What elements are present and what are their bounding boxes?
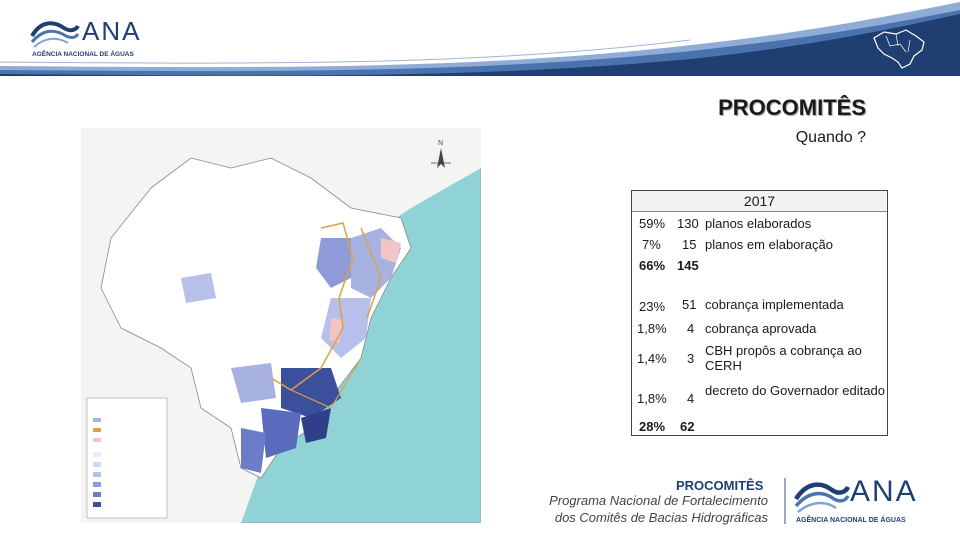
water-waves-icon (794, 482, 851, 513)
ana-logo-bottom: ANA AGÊNCIA NACIONAL DE ÁGUAS (794, 473, 944, 533)
row-pct: 1,8% (637, 321, 667, 336)
row-pct: 59% (639, 216, 666, 231)
statistics-panel: 2017 59% 130 planos elaborados 7% 15 pla… (631, 190, 888, 436)
row-num: 4 (687, 391, 695, 406)
row-pct: 1,8% (637, 391, 667, 406)
row-num: 130 (677, 216, 699, 231)
footer-divider (784, 478, 786, 524)
logo-text: ANA (82, 16, 142, 46)
map-legend (86, 397, 168, 519)
footer-line-1: Programa Nacional de Fortalecimento (549, 493, 768, 508)
svg-text:N: N (438, 140, 443, 147)
row-num-total: 62 (680, 419, 695, 434)
row-num: 4 (687, 321, 695, 336)
row-num: 51 (682, 297, 697, 312)
logo-text: ANA (850, 475, 918, 508)
ana-logo-top: ANA AGÊNCIA NACIONAL DE ÁGUAS (30, 14, 160, 62)
row-pct: 7% (642, 237, 661, 252)
panel-year: 2017 (743, 193, 776, 209)
water-waves-icon (30, 21, 80, 48)
row-desc: CBH propôs a cobrança ao CERH (705, 343, 862, 373)
row-desc: planos elaborados (705, 216, 812, 231)
header-decoration (0, 2, 960, 76)
brazil-map-icon (873, 29, 925, 69)
row-desc: cobrança implementada (705, 297, 844, 312)
row-num-total: 145 (677, 258, 699, 273)
row-num: 3 (687, 351, 695, 366)
logo-subtitle: AGÊNCIA NACIONAL DE ÁGUAS (796, 517, 906, 524)
north-arrow-icon: N (431, 140, 451, 168)
page-subtitle: Quando ? (795, 129, 866, 146)
row-pct: 1,4% (637, 351, 667, 366)
panel-header: 2017 (632, 191, 887, 212)
brazil-committees-map: N (81, 128, 481, 523)
page-title: PROCOMITÊS (718, 95, 866, 120)
row-pct-total: 28% (639, 419, 666, 434)
row-desc: cobrança aprovada (705, 321, 817, 336)
row-desc: planos em elaboração (705, 237, 833, 252)
row-desc: decreto do Governador editado (705, 383, 885, 398)
row-num: 15 (682, 237, 697, 252)
logo-subtitle: AGÊNCIA NACIONAL DE ÁGUAS (32, 51, 134, 58)
row-pct-total: 66% (639, 258, 666, 273)
footer-title: PROCOMITÊS (676, 478, 764, 493)
row-pct: 23% (639, 299, 666, 314)
footer-line-2: dos Comitês de Bacias Hidrográficas (554, 510, 768, 525)
header-band: ANA AGÊNCIA NACIONAL DE ÁGUAS (0, 0, 960, 76)
